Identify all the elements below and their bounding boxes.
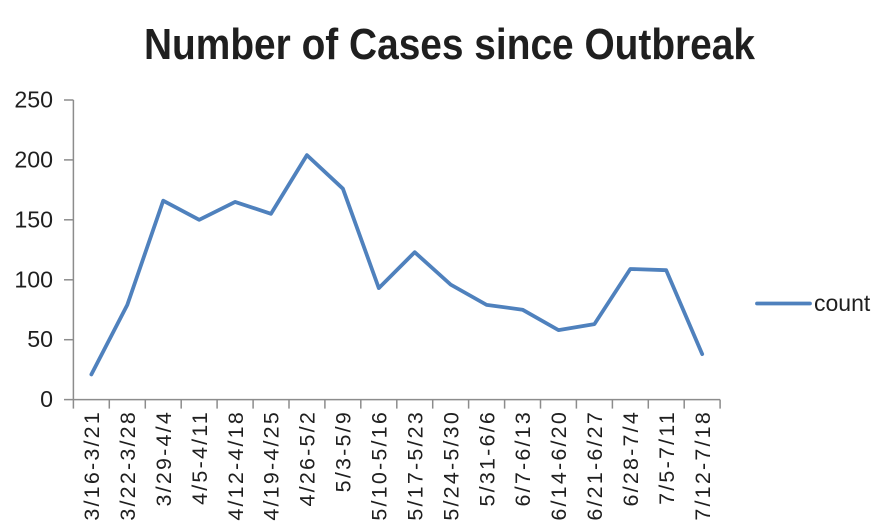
svg-text:250: 250: [14, 87, 53, 113]
svg-text:4/12-4/18: 4/12-4/18: [224, 410, 248, 521]
svg-text:3/22-3/28: 3/22-3/28: [116, 410, 140, 521]
svg-text:5/10-5/16: 5/10-5/16: [368, 410, 392, 521]
svg-text:5/24-5/30: 5/24-5/30: [439, 410, 463, 521]
svg-text:0: 0: [40, 386, 53, 412]
svg-text:count: count: [814, 290, 871, 316]
svg-text:50: 50: [27, 326, 53, 352]
svg-text:6/7-6/13: 6/7-6/13: [511, 410, 535, 507]
svg-text:150: 150: [14, 206, 53, 232]
svg-text:3/29-4/4: 3/29-4/4: [152, 410, 176, 507]
svg-text:5/3-5/9: 5/3-5/9: [332, 410, 356, 492]
svg-text:7/5-7/11: 7/5-7/11: [655, 410, 679, 505]
svg-text:5/17-5/23: 5/17-5/23: [404, 410, 428, 521]
svg-text:100: 100: [14, 266, 53, 292]
svg-text:4/26-5/2: 4/26-5/2: [296, 410, 320, 507]
svg-text:7/12-7/18: 7/12-7/18: [691, 410, 715, 521]
svg-text:200: 200: [14, 146, 53, 172]
svg-text:5/31-6/6: 5/31-6/6: [475, 410, 499, 507]
svg-text:6/28-7/4: 6/28-7/4: [619, 410, 643, 507]
svg-text:6/21-6/27: 6/21-6/27: [583, 410, 607, 521]
svg-text:3/16-3/21: 3/16-3/21: [80, 410, 104, 521]
svg-text:Number of Cases since Outbreak: Number of Cases since Outbreak: [144, 20, 755, 69]
svg-text:6/14-6/20: 6/14-6/20: [547, 410, 571, 521]
svg-text:4/5-4/11: 4/5-4/11: [188, 410, 212, 505]
svg-text:4/19-4/25: 4/19-4/25: [260, 410, 284, 521]
